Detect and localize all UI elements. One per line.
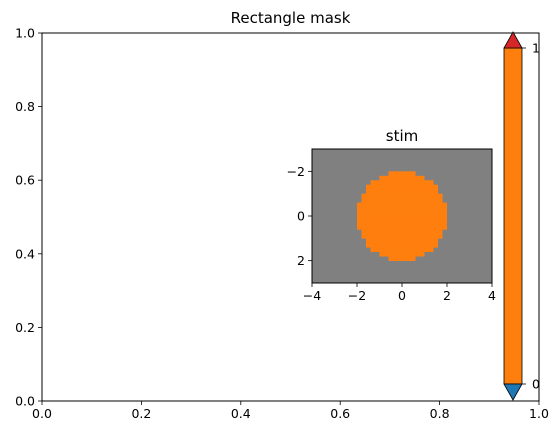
inset-x-tick-label: 2 — [443, 288, 451, 303]
inset-x-tick-label: −2 — [348, 288, 366, 303]
colorbar-tick-label: 0 — [532, 377, 540, 392]
main-y-tick-label: 0.2 — [15, 320, 35, 335]
circle-pixel-row — [366, 238, 438, 244]
main-y-tick-label: 0.8 — [15, 99, 35, 114]
main-chart-title: Rectangle mask — [231, 9, 351, 27]
main-y-ticks: 0.0 0.2 0.4 0.6 0.8 1.0 — [15, 26, 42, 409]
circle-pixel-row — [366, 184, 438, 190]
main-x-ticks: 0.0 0.2 0.4 0.6 0.8 1.0 — [32, 401, 549, 421]
inset-y-tick-label: 2 — [297, 253, 305, 268]
circle-pixel-row — [361, 233, 443, 239]
inset-circle-mask — [357, 171, 447, 261]
main-y-tick-label: 0.6 — [15, 173, 35, 188]
main-axes-frame — [41, 32, 540, 402]
circle-pixel-row — [357, 224, 447, 230]
main-x-tick-label: 0.4 — [231, 406, 251, 421]
colorbar-tick-label: 1 — [532, 41, 540, 56]
main-y-tick-label: 1.0 — [15, 26, 35, 41]
circle-pixel-row — [366, 189, 438, 194]
circle-pixel-row — [370, 247, 434, 253]
circle-pixel-row — [357, 220, 447, 226]
inset-axes-stim: −4 −2 0 2 4 −2 0 2 stim — [287, 127, 496, 303]
main-y-tick-label: 0.4 — [15, 246, 35, 261]
circle-pixel-row — [357, 211, 447, 217]
circle-pixel-row — [357, 207, 447, 212]
inset-x-tick-label: 0 — [398, 288, 406, 303]
inset-y-tick-label: −2 — [287, 164, 305, 179]
inset-x-tick-label: −4 — [303, 288, 321, 303]
colorbar-body — [503, 47, 523, 385]
circle-pixel-row — [361, 198, 443, 203]
main-x-tick-label: 0.2 — [131, 406, 151, 421]
colorbar-extend-max-triangle — [503, 31, 523, 49]
circle-pixel-row — [361, 229, 443, 235]
circle-pixel-row — [361, 193, 443, 199]
circle-pixel-row — [379, 251, 425, 257]
circle-pixel-row — [379, 175, 425, 181]
circle-pixel-row — [357, 202, 447, 208]
inset-y-ticks: −2 0 2 — [287, 164, 312, 268]
circle-pixel-row — [366, 242, 438, 248]
circle-pixel-row — [388, 256, 416, 261]
inset-chart-title: stim — [386, 127, 418, 145]
main-y-tick-label: 0.0 — [15, 394, 35, 409]
main-x-tick-label: 0.0 — [32, 406, 52, 421]
inset-y-tick-label: 0 — [297, 209, 305, 224]
colorbar-extend-min-triangle — [503, 383, 523, 401]
circle-pixel-row — [388, 171, 416, 177]
circle-pixel-row — [370, 180, 434, 186]
inset-x-tick-label: 4 — [488, 288, 496, 303]
main-x-tick-label: 0.6 — [330, 406, 350, 421]
inset-x-ticks: −4 −2 0 2 4 — [303, 283, 496, 303]
main-axes: 0.0 0.2 0.4 0.6 0.8 1.0 0.0 0.2 0.4 0.6 0.8 1.0 Re… — [15, 9, 549, 421]
circle-pixel-row — [357, 216, 447, 221]
colorbar: 01 — [503, 31, 540, 401]
main-x-tick-label: 1.0 — [529, 406, 549, 421]
main-x-tick-label: 0.8 — [430, 406, 450, 421]
colorbar-ticks: 01 — [522, 41, 540, 392]
